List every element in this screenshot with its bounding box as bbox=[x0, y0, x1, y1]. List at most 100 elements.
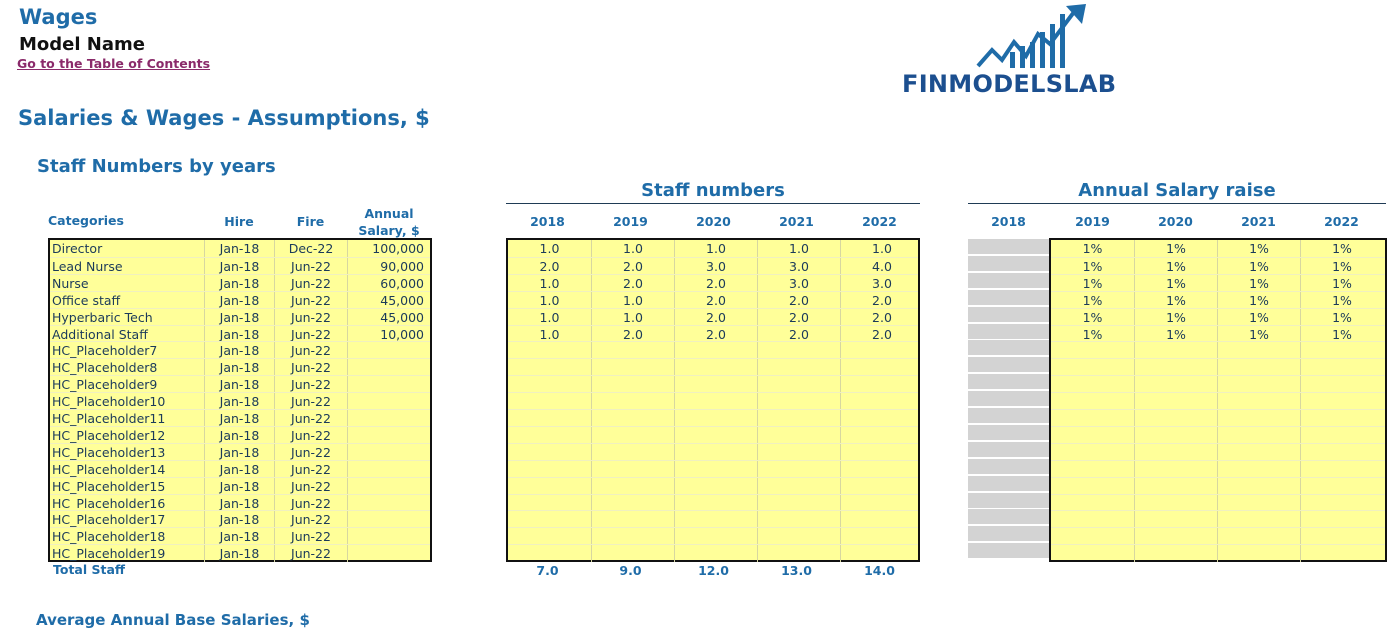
salary-raise-cell[interactable]: 1% bbox=[1134, 257, 1217, 275]
salary-raise-cell[interactable] bbox=[1300, 528, 1383, 546]
fire-cell[interactable]: Jun-22 bbox=[274, 308, 347, 326]
staff-number-cell[interactable] bbox=[840, 545, 923, 563]
hire-cell[interactable]: Jan-18 bbox=[204, 426, 274, 444]
category-cell[interactable]: HC_Placeholder9 bbox=[52, 377, 158, 393]
staff-number-cell[interactable] bbox=[674, 443, 757, 461]
staff-number-cell[interactable] bbox=[757, 426, 840, 444]
staff-number-cell[interactable] bbox=[591, 426, 674, 444]
hire-cell[interactable]: Jan-18 bbox=[204, 240, 274, 257]
staff-number-cell[interactable] bbox=[757, 393, 840, 411]
salary-cell[interactable]: 45,000 bbox=[347, 308, 430, 326]
category-cell[interactable]: HC_Placeholder10 bbox=[52, 394, 166, 410]
fire-cell[interactable]: Jun-22 bbox=[274, 511, 347, 529]
staff-number-cell[interactable] bbox=[674, 477, 757, 495]
staff-number-cell[interactable] bbox=[757, 410, 840, 427]
staff-number-cell[interactable]: 2.0 bbox=[591, 257, 674, 275]
fire-cell[interactable]: Jun-22 bbox=[274, 376, 347, 394]
staff-number-cell[interactable] bbox=[840, 376, 923, 394]
staff-number-cell[interactable] bbox=[674, 342, 757, 360]
salary-raise-cell[interactable]: 1% bbox=[1300, 291, 1383, 309]
staff-number-cell[interactable] bbox=[840, 393, 923, 411]
salary-raise-cell[interactable]: 1% bbox=[1134, 240, 1217, 257]
salary-raise-cell[interactable] bbox=[1134, 545, 1217, 563]
staff-number-cell[interactable] bbox=[508, 359, 591, 376]
staff-number-cell[interactable] bbox=[591, 376, 674, 394]
staff-number-cell[interactable] bbox=[840, 477, 923, 495]
salary-raise-cell[interactable] bbox=[1051, 342, 1134, 359]
salary-raise-cell[interactable] bbox=[1300, 359, 1383, 377]
salary-cell[interactable] bbox=[347, 359, 430, 377]
salary-raise-cell[interactable] bbox=[1300, 494, 1383, 512]
salary-raise-cell[interactable] bbox=[1217, 511, 1300, 529]
staff-number-cell[interactable]: 1.0 bbox=[539, 326, 560, 342]
salary-raise-cell[interactable]: 1% bbox=[1082, 326, 1103, 342]
salary-raise-cell[interactable] bbox=[1300, 376, 1383, 394]
staff-number-cell[interactable] bbox=[757, 460, 840, 478]
staff-number-cell[interactable] bbox=[674, 376, 757, 394]
salary-raise-cell[interactable] bbox=[1134, 443, 1217, 461]
staff-number-cell[interactable] bbox=[757, 443, 840, 461]
salary-raise-cell[interactable] bbox=[1051, 410, 1134, 427]
staff-number-cell[interactable] bbox=[508, 478, 591, 495]
staff-number-cell[interactable]: 1.0 bbox=[591, 308, 674, 326]
salary-raise-cell[interactable] bbox=[1217, 410, 1300, 427]
salary-raise-cell[interactable] bbox=[1217, 528, 1300, 546]
salary-raise-cell[interactable] bbox=[1134, 460, 1217, 478]
staff-number-cell[interactable] bbox=[674, 511, 757, 529]
salary-raise-cell[interactable] bbox=[1134, 477, 1217, 495]
salary-raise-cell[interactable] bbox=[1051, 393, 1134, 410]
staff-number-cell[interactable]: 1.0 bbox=[840, 240, 923, 257]
staff-number-cell[interactable]: 2.0 bbox=[840, 308, 923, 326]
fire-cell[interactable]: Jun-22 bbox=[274, 426, 347, 444]
salary-raise-cell[interactable]: 1% bbox=[1300, 325, 1383, 343]
staff-number-cell[interactable] bbox=[840, 511, 923, 529]
salary-raise-cell[interactable]: 1% bbox=[1300, 257, 1383, 275]
staff-number-cell[interactable] bbox=[508, 545, 591, 562]
salary-cell[interactable] bbox=[347, 528, 430, 546]
salary-cell[interactable] bbox=[347, 426, 430, 444]
staff-number-cell[interactable] bbox=[757, 477, 840, 495]
hire-cell[interactable]: Jan-18 bbox=[204, 376, 274, 394]
salary-raise-cell[interactable] bbox=[1217, 426, 1300, 444]
staff-number-cell[interactable] bbox=[591, 494, 674, 512]
category-cell[interactable]: HC_Placeholder16 bbox=[52, 495, 166, 511]
salary-raise-cell[interactable] bbox=[1051, 528, 1134, 545]
staff-number-cell[interactable] bbox=[591, 443, 674, 461]
hire-cell[interactable]: Jan-18 bbox=[204, 342, 274, 360]
staff-number-cell[interactable]: 2.0 bbox=[757, 308, 840, 326]
salary-raise-cell[interactable] bbox=[1217, 460, 1300, 478]
category-cell[interactable]: HC_Placeholder8 bbox=[52, 360, 158, 376]
salary-raise-cell[interactable]: 1% bbox=[1300, 308, 1383, 326]
staff-number-cell[interactable]: 2.0 bbox=[757, 291, 840, 309]
category-cell[interactable]: HC_Placeholder7 bbox=[52, 343, 158, 359]
salary-raise-cell[interactable] bbox=[1134, 494, 1217, 512]
staff-number-cell[interactable]: 3.0 bbox=[840, 274, 923, 292]
staff-number-cell[interactable] bbox=[674, 410, 757, 427]
salary-cell[interactable] bbox=[347, 460, 430, 478]
salary-raise-cell[interactable]: 1% bbox=[1217, 274, 1300, 292]
staff-number-cell[interactable]: 3.0 bbox=[674, 257, 757, 275]
staff-number-cell[interactable]: 2.0 bbox=[840, 325, 923, 343]
staff-number-cell[interactable] bbox=[840, 443, 923, 461]
salary-raise-cell[interactable]: 1% bbox=[1217, 291, 1300, 309]
salary-cell[interactable] bbox=[347, 342, 430, 360]
salary-raise-cell[interactable]: 1% bbox=[1300, 240, 1383, 257]
staff-number-cell[interactable]: 1.0 bbox=[539, 275, 560, 291]
staff-number-cell[interactable]: 4.0 bbox=[840, 257, 923, 275]
staff-number-cell[interactable] bbox=[757, 376, 840, 394]
salary-cell[interactable] bbox=[347, 410, 430, 427]
salary-raise-cell[interactable] bbox=[1217, 342, 1300, 360]
staff-number-cell[interactable] bbox=[508, 376, 591, 393]
salary-raise-cell[interactable] bbox=[1134, 359, 1217, 377]
category-cell[interactable]: Hyperbaric Tech bbox=[52, 309, 153, 325]
salary-raise-cell[interactable] bbox=[1300, 426, 1383, 444]
hire-cell[interactable]: Jan-18 bbox=[204, 325, 274, 343]
staff-number-cell[interactable] bbox=[591, 410, 674, 427]
salary-raise-cell[interactable]: 1% bbox=[1082, 275, 1103, 291]
staff-number-cell[interactable] bbox=[591, 359, 674, 377]
salary-raise-cell[interactable]: 1% bbox=[1300, 274, 1383, 292]
staff-number-cell[interactable] bbox=[674, 359, 757, 377]
staff-number-cell[interactable] bbox=[591, 393, 674, 411]
salary-raise-cell[interactable] bbox=[1217, 494, 1300, 512]
staff-number-cell[interactable]: 1.0 bbox=[674, 240, 757, 257]
